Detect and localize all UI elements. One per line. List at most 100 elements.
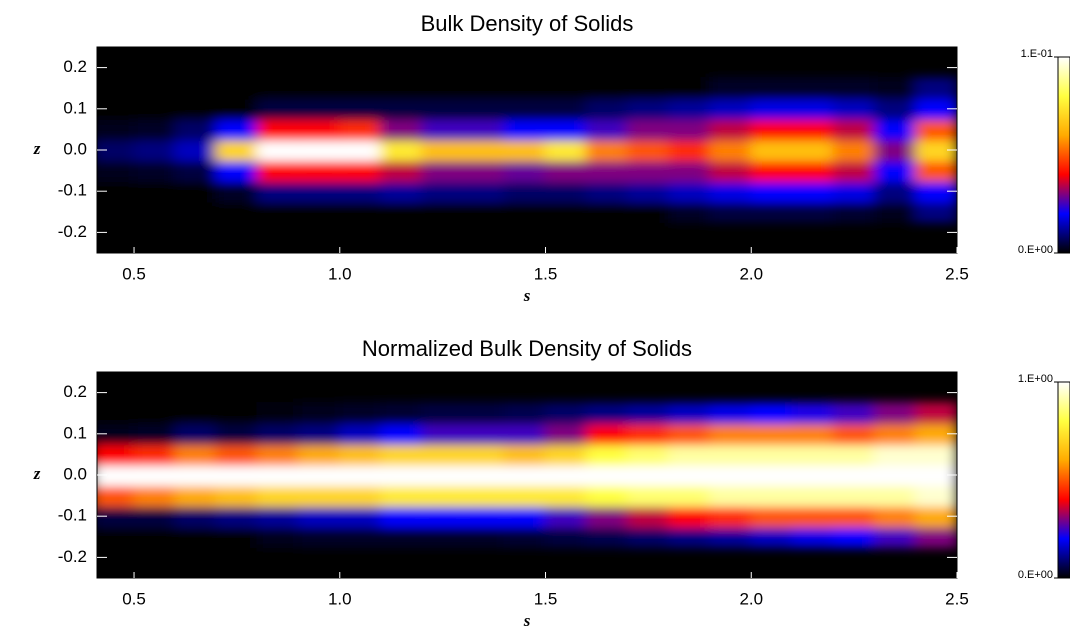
y-tick-label: -0.2 [58, 547, 87, 566]
x-tick-label: 2.5 [945, 589, 969, 608]
heatmap-cell [709, 118, 753, 141]
heatmap-cell [421, 118, 465, 141]
heatmap-cell [626, 401, 670, 425]
chart-title: Bulk Density of Solids [421, 11, 634, 36]
heatmap-cell [709, 200, 753, 224]
heatmap-cell [338, 97, 382, 121]
heatmap-cell [133, 200, 177, 224]
heatmap-cell [421, 179, 465, 203]
heatmap-cell [503, 443, 547, 466]
heatmap-cell [626, 159, 670, 182]
heatmap-cell [379, 443, 424, 466]
heatmap-cell [297, 159, 341, 182]
heatmap-cell [462, 179, 506, 203]
heatmap-cell [297, 504, 341, 528]
heatmap-cell [544, 463, 588, 487]
heatmap-cell [338, 76, 382, 100]
heatmap-cell [750, 159, 794, 182]
heatmap-cell [215, 138, 259, 162]
heatmap-cell [832, 200, 876, 224]
x-axis-label: s [523, 286, 531, 305]
heatmap-cell [133, 97, 177, 121]
heatmap-cell [297, 463, 341, 487]
heatmap-cell [667, 422, 712, 446]
heatmap-cell [585, 159, 629, 182]
heatmap-cell [626, 463, 670, 487]
heatmap-cell [174, 76, 218, 100]
heatmap-cell [544, 504, 588, 528]
heatmap-cell [750, 463, 794, 487]
heatmap-cell [297, 97, 341, 121]
heatmap-cell [667, 443, 712, 466]
heatmap-cell [174, 525, 218, 549]
heatmap-cell [585, 97, 629, 121]
heatmap-cell [750, 443, 794, 466]
heatmap-cell [215, 422, 259, 446]
heatmap-cell [379, 525, 424, 549]
heatmap-cell [174, 118, 218, 141]
y-tick-label: -0.1 [58, 181, 87, 200]
heatmap-cell [215, 484, 259, 507]
heatmap-cell [215, 118, 259, 141]
colorbar-tick-label: 1.E+00 [1018, 373, 1053, 385]
heatmap-cell [873, 463, 917, 487]
heatmap-cell [626, 200, 670, 224]
heatmap-cell [709, 76, 753, 100]
y-tick-label: 0.1 [63, 98, 87, 117]
heatmap-cell [709, 138, 753, 162]
heatmap-cell [256, 422, 300, 446]
heatmap-cell [503, 504, 547, 528]
heatmap-cell [297, 401, 341, 425]
heatmap-cell [791, 484, 835, 507]
heatmap-cell [97, 401, 136, 425]
heatmap-cell [791, 463, 835, 487]
heatmap-cell [503, 422, 547, 446]
heatmap-cell [97, 525, 136, 549]
heatmap-cell [791, 422, 835, 446]
heatmap-cell [832, 179, 876, 203]
heatmap-cell [97, 159, 136, 182]
heatmap [97, 76, 957, 224]
heatmap-cell [297, 138, 341, 162]
heatmap-cell [873, 76, 917, 100]
heatmap-cell [256, 525, 300, 549]
heatmap-cell [256, 159, 300, 182]
heatmap-cell [873, 97, 917, 121]
heatmap-cell [462, 504, 506, 528]
heatmap-cell [585, 443, 629, 466]
heatmap-cell [750, 504, 794, 528]
heatmap-cell [379, 76, 424, 100]
heatmap-cell [421, 504, 465, 528]
heatmap-cell [379, 118, 424, 141]
heatmap-cell [667, 484, 712, 507]
heatmap-cell [174, 97, 218, 121]
heatmap-cell [626, 138, 670, 162]
heatmap-cell [750, 179, 794, 203]
heatmap-cell [709, 525, 753, 549]
heatmap-cell [215, 443, 259, 466]
heatmap-cell [133, 504, 177, 528]
colorbar [1057, 56, 1070, 254]
heatmap-cell [914, 401, 957, 425]
heatmap-cell [914, 484, 957, 507]
heatmap-cell [503, 179, 547, 203]
heatmap-cell [750, 118, 794, 141]
heatmap-cell [873, 118, 917, 141]
x-tick-label: 1.0 [328, 589, 352, 608]
heatmap-cell [256, 76, 300, 100]
heatmap-cell [626, 118, 670, 141]
heatmap-cell [832, 484, 876, 507]
heatmap-cell [297, 484, 341, 507]
heatmap-cell [791, 76, 835, 100]
heatmap-cell [421, 422, 465, 446]
heatmap-cell [791, 443, 835, 466]
heatmap-cell [462, 138, 506, 162]
heatmap-cell [97, 200, 136, 224]
heatmap-cell [544, 484, 588, 507]
heatmap-cell [421, 443, 465, 466]
heatmap-cell [421, 159, 465, 182]
heatmap-cell [133, 138, 177, 162]
heatmap-cell [626, 422, 670, 446]
heatmap-cell [709, 401, 753, 425]
heatmap-cell [873, 422, 917, 446]
